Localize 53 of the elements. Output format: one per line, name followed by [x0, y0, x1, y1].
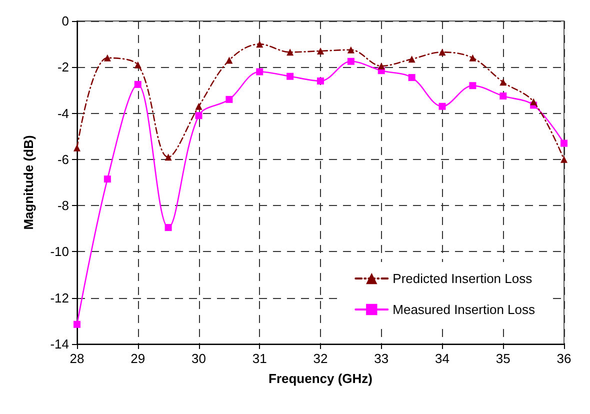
x-tick-label: 31: [252, 351, 267, 366]
point: [286, 72, 294, 80]
point: [74, 144, 80, 152]
point: [317, 77, 324, 84]
y-tick-label: -2: [57, 60, 69, 75]
y-tick-label: 0: [62, 14, 69, 28]
point: [317, 47, 324, 54]
point: [195, 112, 202, 120]
point: [438, 48, 446, 56]
point: [286, 48, 294, 56]
x-tick-label: 29: [130, 351, 146, 366]
point: [469, 54, 476, 62]
y-tick-label: -10: [50, 244, 69, 260]
point: [408, 74, 416, 82]
point: [164, 154, 172, 161]
y-tick-label: -14: [50, 336, 69, 352]
y-tick-label: -4: [57, 106, 69, 121]
point: [104, 54, 111, 62]
point: [347, 46, 354, 54]
x-axis-title: Frequency (GHz): [268, 371, 373, 386]
point: [74, 320, 80, 328]
point: [226, 96, 233, 103]
point: [164, 224, 172, 231]
point: [195, 102, 202, 110]
point: [560, 140, 568, 147]
point: [408, 56, 416, 63]
point: [347, 58, 354, 65]
x-tick-label: 32: [313, 351, 328, 366]
point: [500, 78, 507, 86]
point: [530, 98, 538, 106]
point: [378, 62, 385, 70]
point: [438, 102, 446, 110]
point: [500, 92, 507, 100]
y-axis-title: Magnitude (dB): [21, 135, 36, 230]
x-tick-label: 28: [70, 351, 84, 366]
y-tick-label: -6: [57, 152, 69, 167]
x-tick-label: 34: [435, 351, 450, 366]
point: [134, 61, 142, 68]
point: [469, 82, 476, 90]
legend-label: Measured Insertion Loss: [392, 302, 536, 317]
y-tick-label: -8: [57, 198, 69, 214]
legend-label: Predicted Insertion Loss: [392, 271, 533, 286]
point: [256, 40, 264, 48]
point: [560, 156, 568, 163]
point: [226, 56, 233, 64]
x-tick-label: 30: [192, 351, 206, 366]
x-tick-label: 33: [374, 351, 389, 366]
y-tick-label: -12: [50, 290, 69, 306]
point: [134, 80, 142, 88]
point: [256, 68, 264, 76]
x-tick-label: 36: [556, 351, 572, 366]
point: [104, 176, 111, 183]
x-tick-label: 35: [496, 351, 510, 366]
